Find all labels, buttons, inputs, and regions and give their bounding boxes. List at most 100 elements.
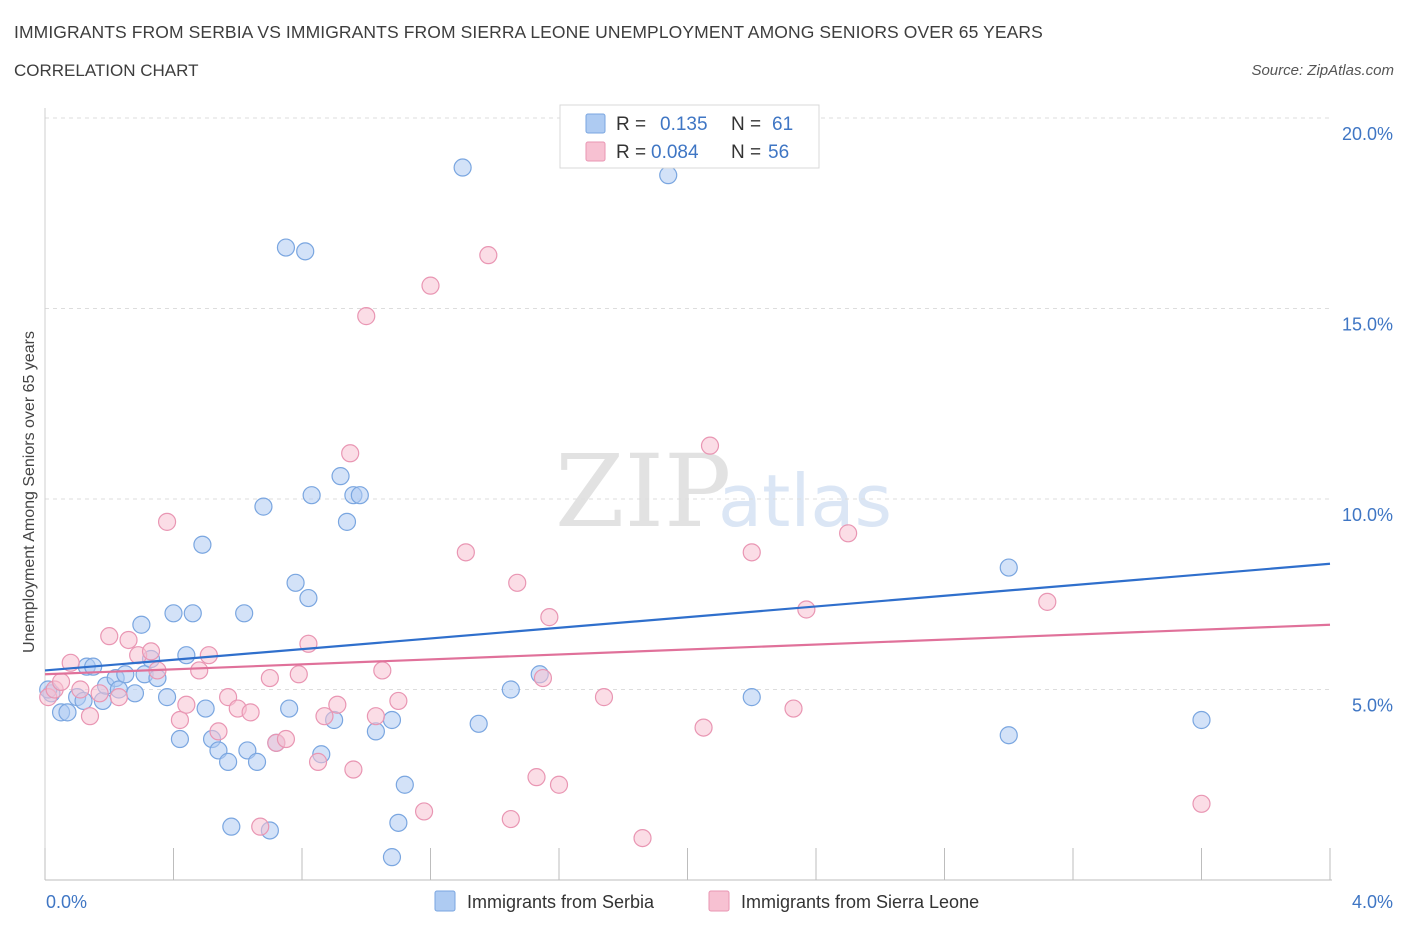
- series-legend: Immigrants from Serbia Immigrants from S…: [434, 890, 979, 912]
- data-point-serbia: [219, 752, 238, 771]
- data-point-sierra-leone: [177, 695, 196, 714]
- watermark-zip: ZIP: [555, 433, 731, 550]
- data-point-sierra-leone: [157, 512, 177, 531]
- data-point-serbia: [196, 699, 215, 718]
- data-point-serbia: [132, 615, 151, 634]
- chart-title: IMMIGRANTS FROM SERBIA VS IMMIGRANTS FRO…: [14, 22, 1043, 42]
- watermark-atlas: atlas: [718, 459, 892, 543]
- data-point-sierra-leone: [119, 630, 138, 650]
- data-point-sierra-leone: [456, 543, 475, 562]
- data-point-sierra-leone: [414, 802, 434, 821]
- stats-r-label-sierra-leone: R =: [616, 142, 646, 163]
- data-point-serbia: [235, 604, 254, 623]
- data-point-serbia: [247, 752, 267, 771]
- y-axis-title: Unemployment Among Seniors over 65 years: [21, 331, 38, 653]
- data-point-serbia: [125, 684, 145, 703]
- chart-subtitle: CORRELATION CHART: [14, 61, 199, 80]
- data-point-serbia: [177, 646, 196, 665]
- data-point-sierra-leone: [199, 646, 218, 665]
- data-point-sierra-leone: [694, 718, 713, 737]
- data-point-serbia: [286, 573, 305, 592]
- data-point-sierra-leone: [742, 543, 761, 562]
- data-point-sierra-leone: [71, 680, 90, 699]
- data-point-serbia: [469, 714, 488, 733]
- data-point-sierra-leone: [366, 707, 385, 726]
- data-point-serbia: [350, 486, 369, 505]
- stats-n-value-serbia: 61: [772, 114, 793, 135]
- stats-n-label-serbia: N =: [731, 114, 761, 135]
- data-point-sierra-leone: [289, 665, 308, 684]
- data-point-serbia: [382, 848, 402, 867]
- data-point-serbia: [222, 817, 241, 836]
- data-point-serbia: [116, 665, 135, 684]
- data-point-serbia: [254, 497, 273, 516]
- stats-n-value-sierra-leone: 56: [768, 142, 789, 163]
- data-point-serbia: [501, 680, 520, 699]
- data-point-sierra-leone: [251, 817, 270, 836]
- legend-swatch-sierra-leone: [708, 890, 730, 912]
- stats-legend: R = 0.135 N = 61 R = 0.084 N = 56: [559, 104, 820, 169]
- data-point-sierra-leone: [839, 524, 858, 543]
- data-point-sierra-leone: [209, 722, 228, 741]
- data-point-sierra-leone: [109, 688, 128, 707]
- data-point-serbia: [659, 166, 678, 185]
- data-point-serbia: [453, 158, 472, 177]
- data-point-serbia: [337, 512, 357, 531]
- data-point-sierra-leone: [315, 707, 334, 726]
- stats-swatch-serbia: [585, 113, 606, 134]
- data-point-serbia: [999, 726, 1018, 745]
- data-point-serbia: [164, 604, 183, 623]
- data-point-sierra-leone: [373, 661, 392, 680]
- trend-line-serbia: [44, 562, 1331, 672]
- data-point-sierra-leone: [533, 668, 553, 688]
- data-point-sierra-leone: [479, 246, 498, 265]
- data-point-sierra-leone: [100, 627, 119, 646]
- y-tick-label: 5.0%: [1352, 696, 1393, 716]
- data-point-sierra-leone: [1038, 592, 1057, 611]
- data-point-serbia: [170, 729, 190, 749]
- data-point-sierra-leone: [421, 276, 440, 295]
- data-point-sierra-leone: [141, 642, 161, 661]
- legend-swatch-serbia: [434, 890, 456, 912]
- data-point-sierra-leone: [501, 809, 520, 829]
- data-point-sierra-leone: [260, 668, 279, 688]
- data-point-sierra-leone: [508, 573, 527, 592]
- data-point-serbia: [299, 588, 318, 608]
- data-point-sierra-leone: [700, 436, 720, 455]
- data-point-serbia: [366, 722, 385, 741]
- data-point-sierra-leone: [357, 307, 376, 326]
- data-point-serbia: [331, 467, 350, 486]
- data-point-sierra-leone: [308, 752, 328, 771]
- data-point-serbia: [58, 703, 77, 722]
- y-tick-label: 15.0%: [1342, 315, 1393, 335]
- stats-r-value-serbia: 0.135: [660, 114, 708, 135]
- data-point-sierra-leone: [389, 691, 408, 711]
- data-point-sierra-leone: [341, 444, 360, 463]
- data-point-sierra-leone: [797, 600, 816, 619]
- data-point-sierra-leone: [276, 729, 296, 749]
- data-point-serbia: [382, 710, 402, 730]
- data-point-sierra-leone: [540, 608, 559, 627]
- data-point-serbia: [742, 688, 761, 707]
- data-point-sierra-leone: [170, 710, 190, 730]
- data-point-sierra-leone: [594, 688, 614, 707]
- axes: [44, 108, 1332, 881]
- data-point-sierra-leone: [1192, 794, 1211, 813]
- data-point-sierra-leone: [80, 707, 100, 726]
- data-point-sierra-leone: [241, 703, 260, 722]
- y-tick-label: 10.0%: [1342, 505, 1393, 525]
- data-point-serbia: [389, 813, 408, 832]
- data-point-sierra-leone: [90, 684, 109, 703]
- data-point-serbia: [1192, 710, 1211, 730]
- data-point-sierra-leone: [549, 775, 569, 794]
- trend-line-sierra-leone: [44, 623, 1331, 676]
- data-point-serbia: [302, 486, 321, 505]
- trend-lines: [44, 562, 1331, 676]
- data-point-serbia: [280, 699, 299, 718]
- data-points: [39, 158, 1211, 867]
- data-point-sierra-leone: [344, 760, 363, 779]
- data-point-serbia: [157, 688, 177, 707]
- data-point-sierra-leone: [51, 672, 71, 691]
- data-point-sierra-leone: [784, 699, 803, 718]
